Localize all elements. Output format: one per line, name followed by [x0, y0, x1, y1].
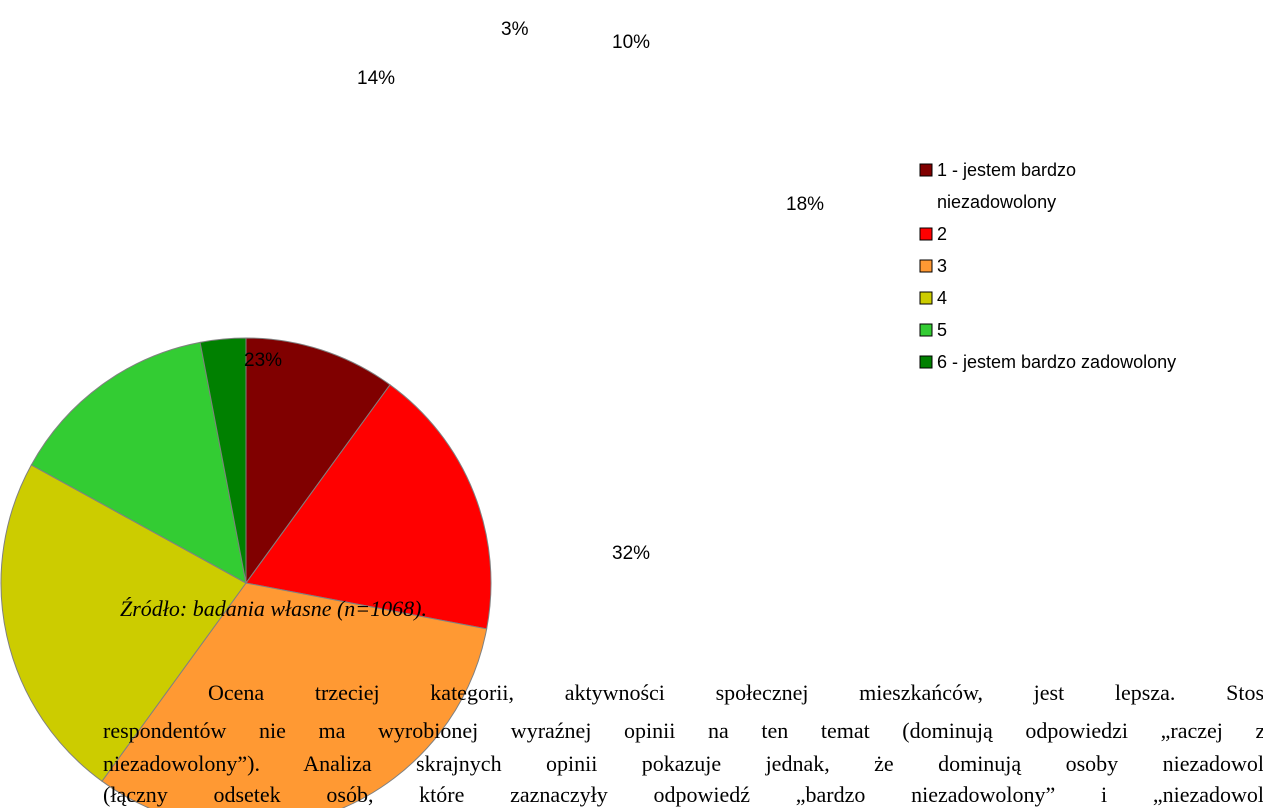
legend-label: 4 [937, 288, 948, 308]
legend-swatch [919, 355, 933, 369]
legend-swatch [919, 259, 933, 273]
paragraph-line: (łączny odsetek osób, które zaznaczyły o… [103, 782, 1263, 807]
legend-label: 3 [937, 256, 948, 276]
pie-slice [199, 337, 247, 584]
source-note: Źródło: badania własne (n=1068). [120, 596, 427, 621]
data-label: 23% [244, 350, 282, 371]
legend-label: 2 [937, 224, 948, 244]
legend-swatch [919, 227, 933, 241]
data-label: 14% [357, 68, 395, 89]
legend-label: 5 [937, 320, 948, 340]
paragraph-line: respondentów nie ma wyrobionej wyraźnej … [103, 718, 1263, 743]
pie-slice [0, 464, 247, 782]
legend-swatch [919, 323, 933, 337]
pie-slice [30, 341, 247, 584]
legend-label: 1 - jestem bardzo niezadowolony [937, 160, 1077, 212]
data-label: 10% [612, 32, 650, 53]
data-label: 32% [612, 543, 650, 564]
legend-swatch [919, 163, 933, 177]
legend-label: 6 - jestem bardzo zadowolony [937, 352, 1177, 372]
paragraph-line: Ocena trzeciej kategorii, aktywności spo… [208, 680, 1263, 705]
data-label: 18% [786, 194, 824, 215]
paragraph-line: niezadowolony”). Analiza skrajnych opini… [103, 751, 1263, 776]
legend-swatch [919, 291, 933, 305]
pie-slice [245, 337, 391, 585]
data-label: 3% [501, 19, 529, 40]
pie-slice [245, 384, 492, 630]
pie-slice [101, 582, 488, 808]
